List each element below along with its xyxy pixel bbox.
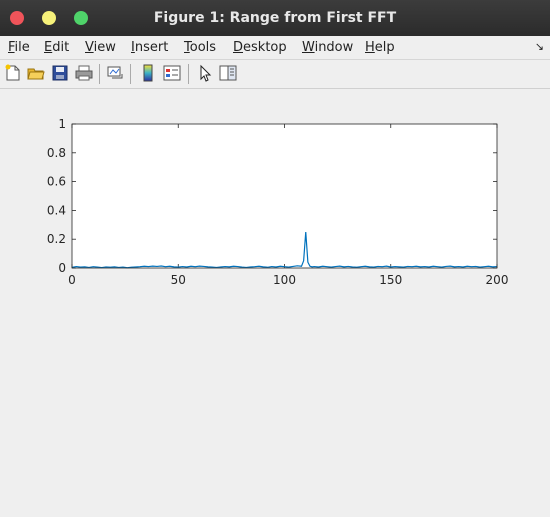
y-tick-label: 0 [58,261,66,275]
x-tick-label: 0 [68,273,76,287]
menu-help[interactable]: Help [365,40,395,55]
toolbar-separator [188,64,189,84]
menu-desktop[interactable]: Desktop [233,40,287,55]
maximize-window-button[interactable] [74,11,88,25]
fft-range-line[interactable] [71,231,498,269]
x-tick-labels: 0 50 100 150 200 [68,273,508,287]
axes-background[interactable] [72,124,497,268]
y-tick-label: 0.2 [47,232,66,246]
link-plot-icon[interactable] [106,64,124,82]
edit-plot-icon[interactable] [196,64,214,82]
close-window-button[interactable] [10,11,24,25]
insert-colorbar-icon[interactable] [139,64,157,82]
menu-insert[interactable]: Insert [131,40,169,55]
menu-view[interactable]: View [85,40,116,55]
figure-toolbar [0,60,550,89]
save-icon[interactable] [51,64,69,82]
menu-window[interactable]: Window [302,40,354,55]
minimize-window-button[interactable] [42,11,56,25]
y-tick-label: 1 [58,117,66,131]
y-tick-label: 0.8 [47,146,66,160]
menu-tools[interactable]: Tools [184,40,217,55]
new-figure-icon[interactable] [4,64,22,82]
menu-edit[interactable]: Edit [44,40,70,55]
toolbar-separator [99,64,100,84]
y-tick-label: 0.6 [47,175,66,189]
y-tick-labels: 0 0.2 0.4 0.6 0.8 1 [47,117,66,275]
title-bar: Figure 1: Range from First FFT [0,0,550,36]
axes-box [71,123,498,269]
x-tick-label: 50 [171,273,186,287]
open-file-icon[interactable] [27,64,45,82]
menu-file[interactable]: File [8,40,30,55]
x-tick-label: 150 [379,273,402,287]
x-tick-label: 200 [486,273,509,287]
dock-arrow-icon[interactable]: ↘ [534,40,544,53]
property-editor-icon[interactable] [219,64,237,82]
print-icon[interactable] [75,64,93,82]
y-tick-label: 0.4 [47,203,66,217]
window-title: Figure 1: Range from First FFT [153,10,397,26]
menu-bar: File Edit View Insert Tools Desktop Wind… [0,36,550,60]
insert-legend-icon[interactable] [163,64,181,82]
toolbar-separator [130,64,131,84]
x-tick-label: 100 [273,273,296,287]
